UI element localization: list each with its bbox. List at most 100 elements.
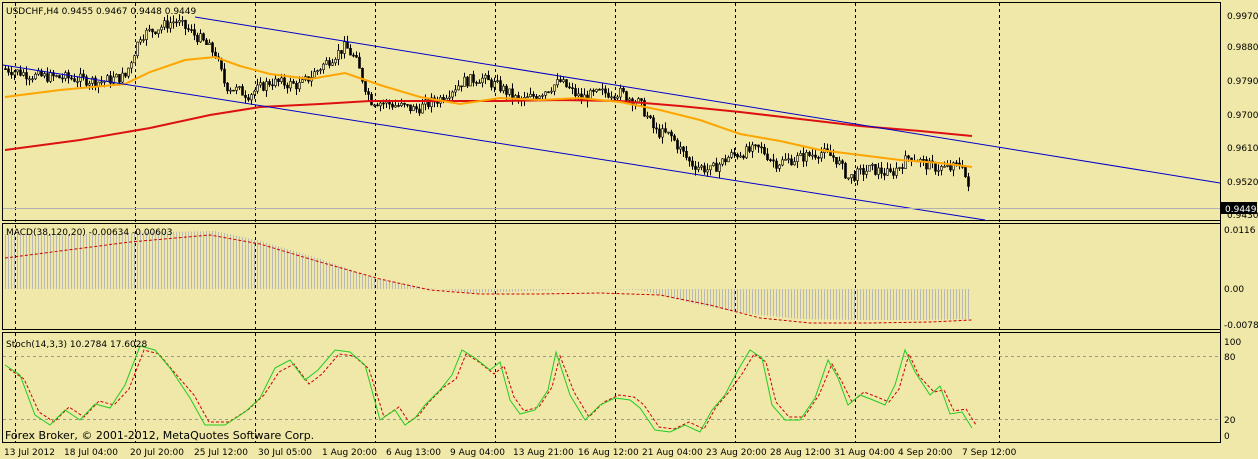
chart-title: USDCHF,H4 0.9455 0.9467 0.9448 0.9449 [6, 7, 196, 17]
candle-body [427, 99, 430, 107]
price-tick: 0.9970 [1227, 12, 1258, 22]
candle-body [742, 155, 745, 159]
candle-body [367, 91, 370, 95]
candle-body [163, 20, 166, 28]
candle-body [850, 174, 853, 179]
candle-body [640, 98, 643, 101]
candle-body [685, 151, 688, 158]
candle-body [925, 159, 928, 170]
candle-body [517, 95, 520, 99]
candle-body [547, 91, 550, 94]
candle-body [259, 82, 262, 86]
candle-body [169, 22, 172, 29]
candle-body [907, 155, 910, 159]
candle-body [820, 152, 823, 159]
time-tick: 25 Jul 12:00 [194, 448, 248, 458]
time-tick: 31 Aug 04:00 [834, 448, 895, 458]
ma-slow-line [4, 98, 973, 151]
candle-body [223, 68, 226, 84]
candle-body [598, 88, 601, 91]
candle-body [61, 77, 64, 80]
candle-body [532, 93, 535, 97]
candle-body [778, 164, 781, 169]
candle-body [859, 168, 862, 170]
candle-body [658, 128, 661, 138]
candle-body [178, 20, 181, 23]
candle-body [553, 84, 556, 92]
macd-axis: 0.0116 0.00 -0.00786 [1224, 226, 1258, 331]
candle-body [418, 108, 421, 114]
candle-body [802, 153, 805, 162]
candle-body [184, 19, 187, 29]
candle-body [811, 154, 814, 157]
candle-body [526, 96, 529, 99]
candle-body [301, 79, 304, 83]
candle-body [316, 70, 319, 72]
candle-body [886, 168, 889, 176]
candle-body [352, 54, 355, 57]
candle-body [736, 153, 739, 158]
time-tick: 21 Aug 04:00 [642, 448, 703, 458]
candle-body [805, 152, 808, 162]
candle-body [37, 70, 40, 75]
candle-body [616, 96, 619, 99]
candle-body [196, 34, 199, 43]
candle-body [502, 85, 505, 92]
candle-body [664, 128, 667, 133]
time-tick: 9 Aug 04:00 [450, 448, 505, 458]
candle-body [877, 167, 880, 175]
time-tick: 18 Jul 04:00 [64, 448, 118, 458]
candle-body [109, 75, 112, 84]
candle-body [190, 29, 193, 31]
candle-body [709, 165, 712, 171]
candle-body [607, 92, 610, 98]
candle-body [550, 90, 553, 93]
current-price-box [1221, 202, 1257, 214]
candle-body [922, 159, 925, 161]
candle-body [325, 60, 328, 65]
candle-body [394, 105, 397, 108]
time-tick: 13 Aug 21:00 [513, 448, 574, 458]
candle-body [946, 165, 949, 167]
candle-body [703, 165, 706, 173]
candle-body [751, 144, 754, 152]
macd-tick: -0.00786 [1224, 321, 1258, 331]
candle-body [814, 154, 817, 158]
candle-body [283, 77, 286, 86]
candle-body [574, 88, 577, 97]
candle-body [781, 159, 784, 166]
candle-body [133, 55, 136, 64]
candle-body [928, 160, 931, 170]
candle-body [193, 29, 196, 36]
candle-body [340, 50, 343, 54]
time-tick: 13 Jul 2012 [4, 448, 55, 458]
candle-body [613, 96, 616, 99]
candle-body [874, 164, 877, 175]
stoch-tick: 80 [1224, 353, 1236, 363]
candle-body [490, 79, 493, 88]
candle-body [145, 29, 148, 40]
candle-body [334, 59, 337, 64]
candle-body [667, 131, 670, 134]
candle-body [160, 26, 163, 31]
stoch-signal-line [8, 349, 977, 430]
candle-body [604, 88, 607, 94]
candle-body [763, 147, 766, 155]
candle-body [937, 169, 940, 172]
candle-body [808, 152, 811, 156]
candle-body [715, 162, 718, 172]
candles-group [4, 14, 970, 192]
candle-body [43, 73, 46, 77]
candle-body [646, 115, 649, 118]
candle-body [328, 60, 331, 66]
candle-body [712, 162, 715, 167]
candle-body [790, 158, 793, 166]
candle-body [508, 88, 511, 95]
candle-body [16, 69, 19, 73]
candle-body [469, 74, 472, 87]
candle-body [361, 67, 364, 82]
candle-body [838, 160, 841, 165]
candle-body [766, 153, 769, 160]
